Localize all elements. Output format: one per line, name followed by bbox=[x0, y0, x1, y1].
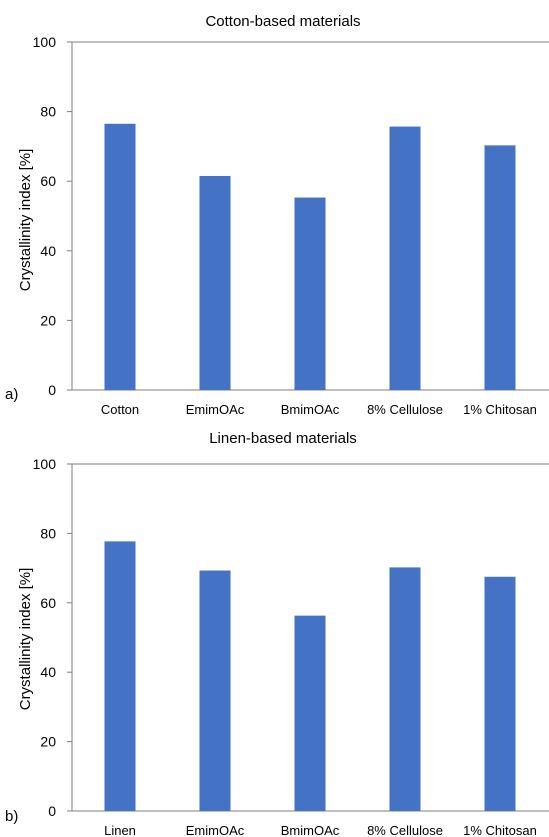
x-tick-label: 1% Chitosan bbox=[463, 823, 537, 837]
y-axis-label: Crystallinity index [%] bbox=[17, 149, 34, 292]
y-tick-label: 20 bbox=[40, 734, 56, 750]
y-tick-label: 60 bbox=[40, 595, 56, 611]
bar bbox=[104, 541, 136, 811]
y-tick-label: 80 bbox=[40, 525, 56, 541]
chart-panel-b: Linen-based materials Crystallinity inde… bbox=[5, 430, 549, 837]
x-tick-label: 1% Chitosan bbox=[463, 402, 537, 417]
y-tick-label: 60 bbox=[40, 173, 56, 189]
bar bbox=[294, 197, 326, 390]
x-tick-label: 8% Cellulose bbox=[367, 402, 443, 417]
bar bbox=[199, 570, 231, 811]
bar bbox=[484, 576, 516, 811]
y-tick-label: 80 bbox=[40, 104, 56, 120]
x-tick-label: BmimOAc bbox=[281, 823, 340, 837]
bar bbox=[104, 123, 136, 390]
chart-marks: 0 20 40 60 80 100 Cotton EmimOAc BmimOAc 8% Cellu… bbox=[33, 34, 537, 417]
y-tick-label: 0 bbox=[48, 803, 56, 819]
chart-panel-a: Cotton-based materials Crystallinity ind… bbox=[5, 13, 549, 417]
y-tick-label: 100 bbox=[33, 456, 57, 472]
x-tick-label: EmimOAc bbox=[186, 402, 245, 417]
x-tick-label: Linen bbox=[104, 823, 136, 837]
y-tick-label: 40 bbox=[40, 664, 56, 680]
x-tick-label: Cotton bbox=[101, 402, 139, 417]
panel-label: b) bbox=[5, 808, 18, 825]
bar bbox=[484, 145, 516, 390]
y-tick-label: 0 bbox=[48, 382, 56, 398]
y-tick-label: 20 bbox=[40, 312, 56, 328]
x-tick-label: EmimOAc bbox=[186, 823, 245, 837]
y-axis-label: Crystallinity index [%] bbox=[17, 568, 34, 711]
panel-label: a) bbox=[5, 386, 18, 403]
y-tick-label: 100 bbox=[33, 34, 57, 50]
x-tick-label: BmimOAc bbox=[281, 402, 340, 417]
y-tick-label: 40 bbox=[40, 243, 56, 259]
bar bbox=[199, 175, 231, 390]
chart-marks: 0 20 40 60 80 100 Linen EmimOAc BmimOAc 8% Cellul… bbox=[33, 456, 537, 837]
bar bbox=[294, 615, 326, 811]
bar bbox=[389, 567, 421, 811]
bar bbox=[389, 126, 421, 391]
x-tick-label: 8% Cellulose bbox=[367, 823, 443, 837]
chart-title: Linen-based materials bbox=[209, 430, 357, 447]
chart-title: Cotton-based materials bbox=[205, 13, 360, 30]
